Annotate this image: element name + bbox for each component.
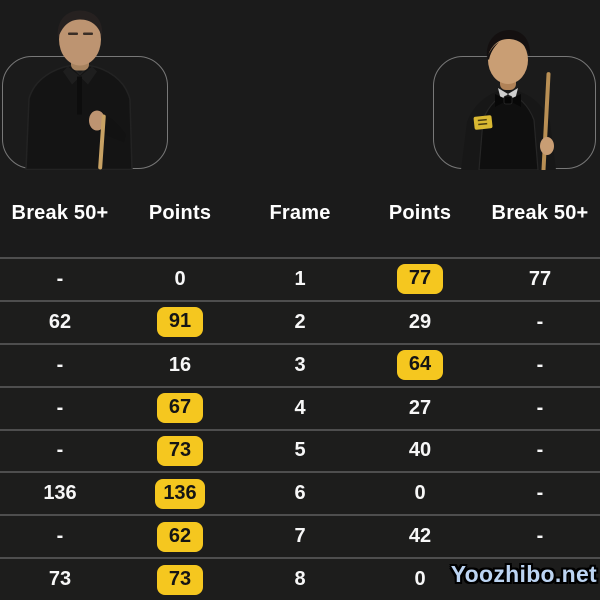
frame-number-cell: 2 (294, 310, 306, 333)
left-points-cell: 136 (120, 478, 240, 509)
winner-points-badge: 91 (157, 307, 203, 338)
right-break-cell: - (536, 396, 544, 419)
right-points-cell: 77 (360, 264, 480, 295)
players-section (0, 0, 600, 170)
table-row-frame-7: - 62 7 42 - (0, 514, 600, 558)
left-break-cell: - (56, 439, 64, 462)
table-row-frame-3: - 16 3 64 - (0, 342, 600, 386)
frame-number-cell: 4 (294, 396, 306, 419)
left-break-cell: - (56, 353, 64, 376)
table-row-frame-1: - 0 1 77 77 (0, 257, 600, 300)
table-row-frame-5: - 73 5 40 - (0, 428, 600, 472)
left-points-cell: 16 (168, 353, 192, 376)
frame-scores-table: Break 50+ Points Frame Points Break 50+ … (0, 170, 600, 600)
left-points-cell: 73 (120, 564, 240, 595)
table-row-frame-4: - 67 4 27 - (0, 385, 600, 429)
header-left-points: Points (148, 202, 212, 224)
frame-number-cell: 7 (294, 525, 306, 548)
left-points-cell: 91 (120, 307, 240, 338)
left-points-cell: 0 (174, 267, 186, 290)
right-break-cell: - (536, 439, 544, 462)
winner-points-badge: 77 (397, 264, 443, 295)
table-row-frame-2: 62 91 2 29 - (0, 299, 600, 343)
left-player-portrait (25, 10, 133, 170)
winner-points-badge: 64 (397, 350, 443, 381)
right-break-cell: - (536, 525, 544, 548)
right-points-cell: 64 (360, 350, 480, 381)
left-break-cell: 73 (48, 568, 72, 591)
header-frame: Frame (269, 202, 331, 224)
table-row-frame-8: 73 73 8 0 (0, 557, 600, 600)
left-break-cell: 136 (43, 482, 77, 505)
table-header-row: Break 50+ Points Frame Points Break 50+ (0, 170, 600, 257)
left-points-cell: 67 (120, 393, 240, 424)
right-points-cell: 0 (414, 482, 426, 505)
left-break-cell: - (56, 525, 64, 548)
winner-points-badge: 136 (155, 478, 205, 509)
left-break-cell: - (56, 396, 64, 419)
table-row-frame-6: 136 136 6 0 - (0, 471, 600, 515)
frame-number-cell: 3 (294, 353, 306, 376)
winner-points-badge: 62 (157, 521, 203, 552)
right-player-portrait (461, 30, 556, 170)
frame-number-cell: 8 (294, 568, 306, 591)
right-points-cell: 0 (414, 568, 426, 591)
header-right-break: Break 50+ (491, 202, 589, 224)
left-break-cell: 62 (48, 310, 72, 333)
winner-points-badge: 73 (157, 435, 203, 466)
frame-number-cell: 5 (294, 439, 306, 462)
frame-number-cell: 1 (294, 267, 306, 290)
site-watermark: Yoozhibo.net (450, 561, 597, 587)
winner-points-badge: 73 (157, 564, 203, 595)
header-left-break: Break 50+ (11, 202, 109, 224)
table-body: - 0 1 77 77 62 91 2 29 - - 16 3 64 - (0, 257, 600, 600)
right-break-cell: 77 (528, 267, 552, 290)
left-break-cell: - (56, 267, 64, 290)
winner-points-badge: 67 (157, 393, 203, 424)
right-points-cell: 42 (408, 525, 432, 548)
left-points-cell: 62 (120, 521, 240, 552)
frame-number-cell: 6 (294, 482, 306, 505)
right-break-cell: - (536, 353, 544, 376)
right-points-cell: 29 (408, 310, 432, 333)
right-break-cell: - (536, 310, 544, 333)
right-points-cell: 27 (408, 396, 432, 419)
left-points-cell: 73 (120, 435, 240, 466)
right-points-cell: 40 (408, 439, 432, 462)
right-break-cell: - (536, 482, 544, 505)
header-right-points: Points (388, 202, 452, 224)
